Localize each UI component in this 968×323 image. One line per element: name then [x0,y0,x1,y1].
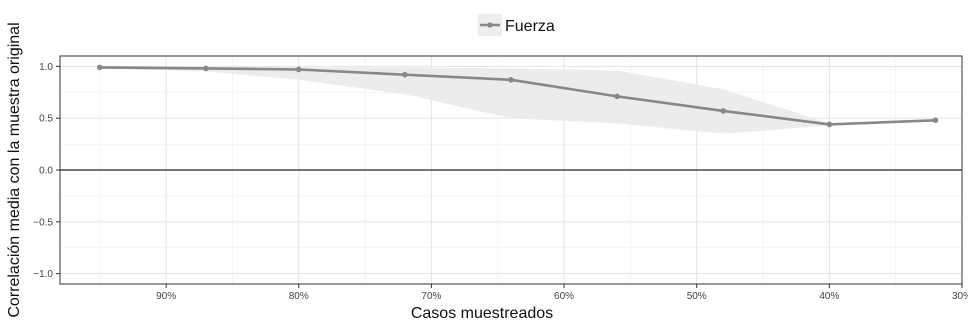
x-tick-label: 70% [421,291,441,302]
data-point [96,64,103,71]
data-point [508,77,514,83]
y-tick-label: 0.0 [39,166,53,177]
y-tick-label: 0.5 [39,114,53,125]
legend: Fuerza [478,14,555,36]
y-tick-label: −0.5 [33,217,53,228]
x-tick-label: 80% [289,291,309,302]
data-point [720,108,727,114]
y-axis: 1.0 0.5 0.0 −0.5 −1.0 [33,62,60,280]
data-point [932,117,939,124]
data-point [295,66,302,73]
y-axis-title: Correlación media con la muestra origina… [6,22,23,317]
x-tick-label: 60% [554,291,574,302]
data-point [826,121,833,128]
y-tick-label: 1.0 [39,62,53,73]
legend-key-point [487,22,493,28]
x-tick-label: 40% [819,291,839,302]
x-axis: 90% 80% 70% 60% 50% 40% 30% [156,284,968,302]
x-tick-label: 50% [687,291,707,302]
data-points [96,64,939,128]
plot-area [59,55,963,285]
confidence-band [99,66,936,134]
data-point [614,93,620,100]
data-point [203,65,209,72]
x-axis-title: Casos muestreados [411,305,553,322]
data-point [402,71,408,78]
x-tick-label: 90% [156,291,176,302]
y-tick-label: −1.0 [33,269,53,280]
x-tick-label: 30% [952,291,968,302]
legend-label-fuerza: Fuerza [505,18,555,35]
